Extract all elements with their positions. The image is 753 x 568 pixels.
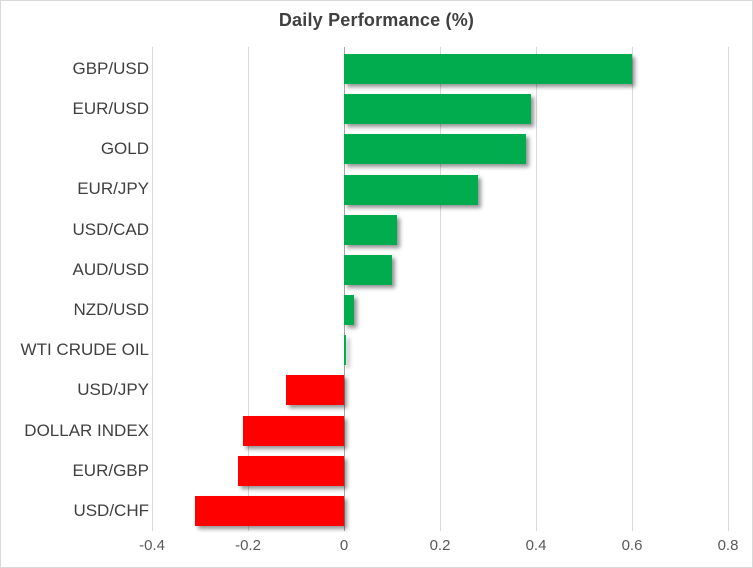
- bar-aud-usd: [344, 255, 392, 285]
- bar-usd-cad: [344, 215, 397, 245]
- category-label-eur-usd: EUR/USD: [72, 99, 149, 118]
- x-tick-label: 0.4: [525, 537, 547, 554]
- category-label-gold: GOLD: [100, 139, 149, 158]
- gridline: [728, 47, 729, 531]
- bar-gold: [344, 134, 526, 164]
- category-label-usd-jpy: USD/JPY: [77, 380, 149, 399]
- x-tick-label: 0.6: [621, 537, 643, 554]
- bar-eur-jpy: [344, 175, 478, 205]
- category-label-wti-crude-oil: WTI CRUDE OIL: [20, 340, 149, 359]
- x-tick-label: 0.2: [429, 537, 451, 554]
- gridline: [152, 47, 153, 531]
- chart-title: Daily Performance (%): [278, 10, 475, 30]
- gridline: [536, 47, 537, 531]
- category-label-nzd-usd: NZD/USD: [73, 300, 149, 319]
- bar-usd-jpy: [286, 375, 344, 405]
- x-tick-label: 0: [339, 537, 349, 554]
- bar-eur-gbp: [238, 456, 344, 486]
- bar-wti-crude-oil: [344, 335, 346, 365]
- gridline: [632, 47, 633, 531]
- bar-dollar-index: [243, 416, 344, 446]
- bar-nzd-usd: [344, 295, 354, 325]
- category-label-gbp-usd: GBP/USD: [72, 59, 149, 78]
- bar-gbp-usd: [344, 54, 632, 84]
- category-label-aud-usd: AUD/USD: [72, 260, 149, 279]
- bar-usd-chf: [195, 496, 344, 526]
- category-label-dollar-index: DOLLAR INDEX: [24, 421, 149, 440]
- category-label-eur-gbp: EUR/GBP: [72, 461, 149, 480]
- x-tick-label: 0.8: [717, 537, 739, 554]
- gridline: [440, 47, 441, 531]
- category-label-usd-cad: USD/CAD: [72, 220, 149, 239]
- gridline: [248, 47, 249, 531]
- x-tick-label: -0.4: [139, 537, 165, 554]
- category-label-eur-jpy: EUR/JPY: [77, 179, 149, 198]
- zero-axis-line: [344, 47, 345, 531]
- bar-eur-usd: [344, 94, 531, 124]
- category-label-usd-chf: USD/CHF: [73, 501, 149, 520]
- x-tick-label: -0.2: [235, 537, 261, 554]
